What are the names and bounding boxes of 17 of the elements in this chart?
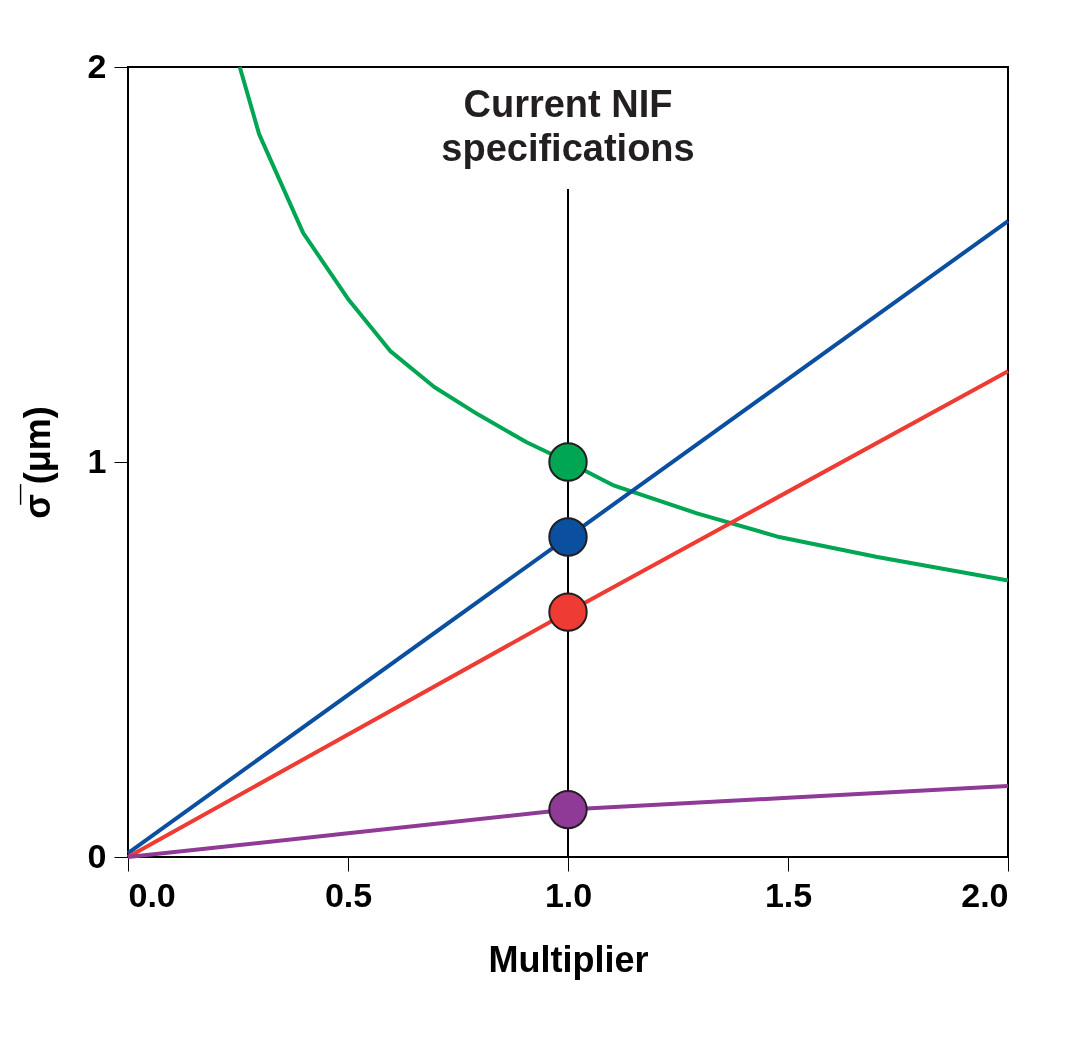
- x-tick-label: 1.0: [544, 875, 593, 914]
- point: [548, 517, 588, 557]
- line-series: [237, 65, 1010, 583]
- x-tick-label: 0.0: [128, 875, 176, 914]
- y-tick-label: 2: [87, 46, 107, 85]
- x-tick-label: 2.0: [961, 875, 1009, 914]
- point: [548, 789, 588, 830]
- x-axis-title: Multiplier: [488, 938, 649, 980]
- ref-line-label: Current NIF specifications: [441, 83, 695, 169]
- y-tick-label: 1: [87, 441, 107, 480]
- y-axis-title: σ̅ (μm): [16, 406, 58, 519]
- x-tick-label: 1.5: [764, 875, 813, 914]
- x-tick-label: 0.5: [324, 875, 373, 914]
- point: [548, 592, 588, 632]
- line-series: [126, 783, 1010, 859]
- point: [548, 442, 588, 482]
- y-tick-label: 0: [87, 836, 107, 875]
